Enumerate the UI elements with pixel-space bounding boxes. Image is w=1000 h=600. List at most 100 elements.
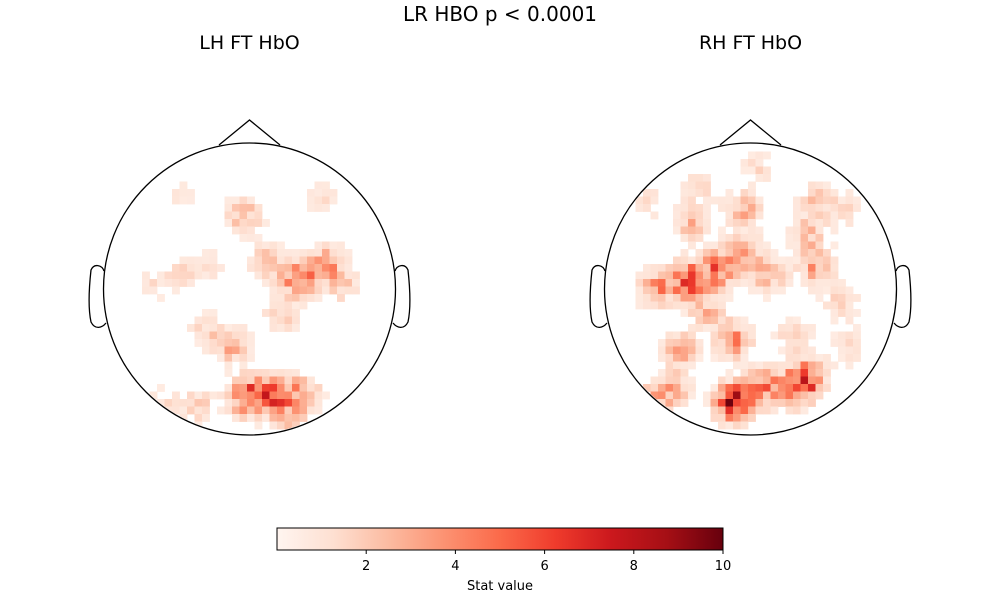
figure-title: LR HBO p < 0.0001 xyxy=(403,2,597,26)
heatmap-cell xyxy=(793,196,801,205)
heatmap-cell xyxy=(808,204,816,212)
heatmap-cell xyxy=(269,316,278,325)
heatmap-cell xyxy=(688,339,696,347)
heatmap-cell xyxy=(718,376,726,385)
heatmap-cell xyxy=(269,264,278,272)
heatmap-cell xyxy=(658,391,666,400)
heatmap-cell xyxy=(277,384,285,392)
heatmap-cell xyxy=(718,271,726,280)
heatmap-cell xyxy=(688,181,696,190)
heatmap-cell xyxy=(352,286,360,295)
heatmap-cell xyxy=(299,376,308,385)
heatmap-cell xyxy=(202,331,210,340)
heatmap-cell xyxy=(232,226,240,235)
heatmap-cell xyxy=(725,316,734,325)
heatmap-cell xyxy=(307,391,315,400)
heatmap-cell xyxy=(314,406,323,415)
heatmap-cell xyxy=(823,219,831,227)
heatmap-cell xyxy=(755,159,764,167)
heatmap-cell xyxy=(284,421,293,430)
heatmap-cell xyxy=(763,279,771,287)
heatmap-cell xyxy=(703,241,711,250)
heatmap-cell xyxy=(718,286,726,295)
heatmap-cell xyxy=(680,331,689,340)
heatmap-cell xyxy=(262,414,270,422)
heatmap-cell xyxy=(179,181,188,190)
heatmap-cell xyxy=(254,391,263,400)
heatmap-cell xyxy=(785,271,794,280)
heatmap-cell xyxy=(823,249,831,257)
heatmap-cell xyxy=(673,331,681,340)
heatmap-cell xyxy=(680,226,689,235)
colorbar-tick-label: 6 xyxy=(540,559,548,574)
heatmap-cell xyxy=(838,346,846,355)
heatmap-cell xyxy=(710,399,719,407)
heatmap-cell xyxy=(254,399,263,407)
heatmap-cell xyxy=(172,391,180,400)
heatmap-cell xyxy=(763,241,771,250)
heatmap-cell xyxy=(239,204,248,212)
heatmap-cell xyxy=(194,264,203,272)
heatmap-cell xyxy=(733,384,741,392)
heatmap-cell xyxy=(665,339,674,347)
heatmap-cell xyxy=(262,256,270,265)
heatmap-cell xyxy=(680,234,689,242)
heatmap-cell xyxy=(292,294,300,302)
heatmap-cell xyxy=(314,294,323,302)
heatmap-cell xyxy=(292,384,300,392)
heatmap-cell xyxy=(740,166,749,175)
heatmap-cell xyxy=(179,264,188,272)
heatmap-cell xyxy=(187,256,195,265)
heatmap-cell xyxy=(785,376,794,385)
heatmap-cell xyxy=(770,406,779,415)
heatmap-cell xyxy=(680,301,689,310)
heatmap-cell xyxy=(247,399,255,407)
heatmap-cell xyxy=(718,301,726,310)
heatmap-cell xyxy=(815,211,824,220)
heatmap-cell xyxy=(172,399,180,407)
heatmap-cell xyxy=(770,264,779,272)
heatmap-cell xyxy=(748,399,756,407)
heatmap-cell xyxy=(823,271,831,280)
heatmap-cell xyxy=(770,256,779,265)
heatmap-cell xyxy=(157,279,165,287)
heatmap-cell xyxy=(830,301,839,310)
heatmap-cell xyxy=(284,324,293,332)
heatmap-cell xyxy=(785,369,794,377)
heatmap-cell xyxy=(815,181,824,190)
heatmap-cell xyxy=(209,324,218,332)
heatmap-cell xyxy=(703,294,711,302)
heatmap-cell xyxy=(194,414,203,422)
heatmap-cell xyxy=(277,399,285,407)
heatmap-cell xyxy=(845,211,854,220)
heatmap-cell xyxy=(658,376,666,385)
heatmap-cell xyxy=(673,264,681,272)
heatmap-cell xyxy=(149,391,158,400)
heatmap-cell xyxy=(658,279,666,287)
heatmap-cell xyxy=(643,384,651,392)
heatmap-cell xyxy=(845,309,854,317)
heatmap-cell xyxy=(800,346,809,355)
heatmap-cell xyxy=(314,249,323,257)
heatmap-cell xyxy=(808,189,816,197)
heatmap-cell xyxy=(292,376,300,385)
heatmap-cell xyxy=(725,219,734,227)
heatmap-cell xyxy=(815,226,824,235)
heatmap-cell xyxy=(658,271,666,280)
heatmap-cell xyxy=(710,294,719,302)
heatmap-cell xyxy=(718,256,726,265)
heatmap-cell xyxy=(314,384,323,392)
heatmap-cell xyxy=(277,286,285,295)
heatmap-cell xyxy=(748,406,756,415)
heatmap-cell xyxy=(322,271,330,280)
heatmap-cell xyxy=(665,279,674,287)
heatmap-cell xyxy=(845,339,854,347)
heatmap-cell xyxy=(733,421,741,430)
heatmap-cell xyxy=(673,211,681,220)
heatmap-cell xyxy=(142,286,150,295)
heatmap-cell xyxy=(643,286,651,295)
heatmap-cell xyxy=(755,271,764,280)
heatmap-cell xyxy=(658,339,666,347)
heatmap-cell xyxy=(277,249,285,257)
heatmap-cell xyxy=(688,361,696,370)
